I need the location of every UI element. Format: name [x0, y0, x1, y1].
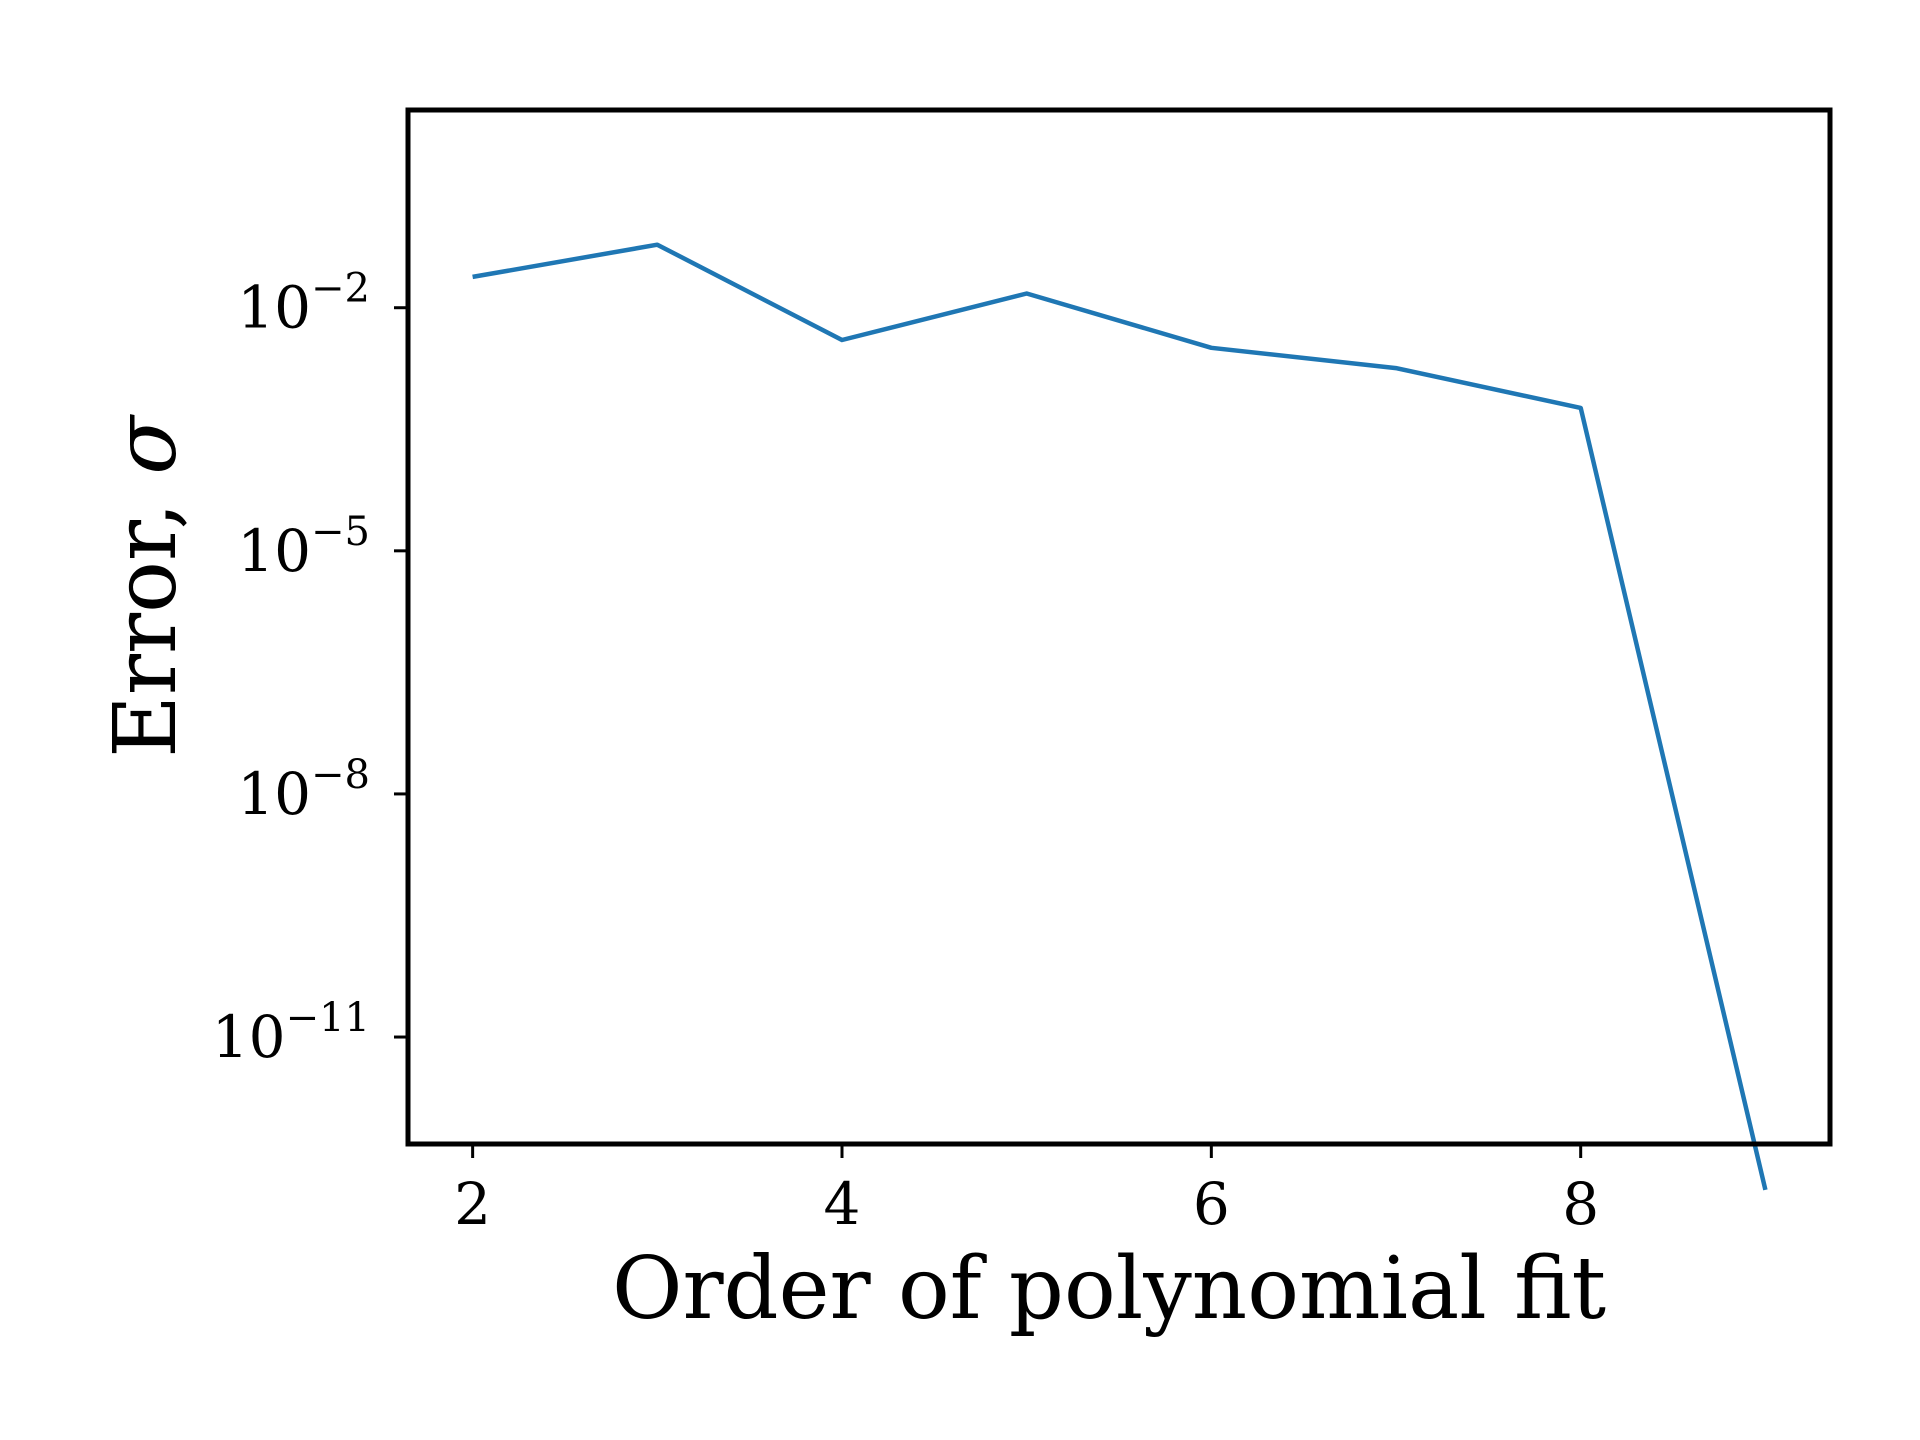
y-axis-label-symbol: σ: [96, 414, 196, 475]
y-axis-ticks: 10−2 10−5 10−8 10−11: [212, 266, 408, 1071]
y-tick-label: 10−11: [212, 995, 370, 1071]
x-axis-ticks: 2 4 6 8: [454, 1144, 1599, 1238]
y-tick-label: 10−2: [237, 266, 370, 342]
y-tick-label: 10−8: [237, 752, 370, 828]
y-tick-label: 10−5: [237, 509, 370, 585]
y-axis-label: Error, σ: [96, 414, 196, 758]
x-tick-label: 8: [1562, 1170, 1599, 1238]
y-axis-label-text: Error,: [96, 475, 196, 758]
x-tick-label: 4: [824, 1170, 861, 1238]
x-tick-label: 6: [1193, 1170, 1230, 1238]
x-tick-label: 2: [454, 1170, 491, 1238]
plot-area: [472, 242, 1768, 1191]
axes-frame: [405, 107, 1833, 1147]
x-axis-label: Order of polynomial fit: [612, 1239, 1606, 1339]
series-line-0: [472, 242, 1768, 1191]
